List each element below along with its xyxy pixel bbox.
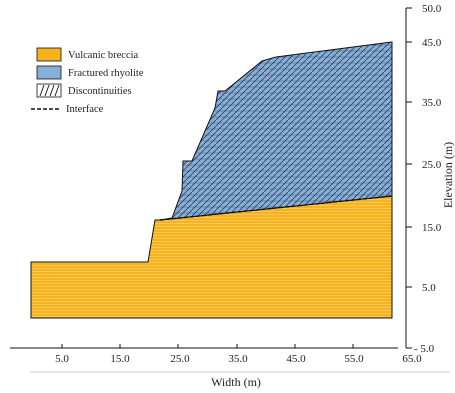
y-tick-label: 25.0 — [422, 159, 442, 171]
x-tick-label: 55.0 — [344, 353, 364, 365]
x-axis-ticks — [61, 344, 354, 348]
x-axis-title: Width (m) — [211, 375, 261, 389]
y-tick-label: 15.0 — [422, 222, 442, 234]
legend-swatch-rhyolite — [36, 65, 62, 80]
y-tick-label: - 5.0 — [414, 343, 435, 355]
legend-swatch-breccia — [36, 47, 62, 62]
y-tick-label: 35.0 — [422, 97, 442, 109]
breccia-unit — [30, 195, 393, 319]
legend-label-discontinuities: Discontinuities — [68, 86, 132, 97]
y-tick-label: 5.0 — [422, 282, 436, 294]
discontinuities-hatch-icon — [39, 84, 60, 97]
legend-label-interface: Interface — [66, 104, 104, 115]
y-tick-label: 45.0 — [422, 37, 442, 49]
x-tick-label: 15.0 — [110, 353, 130, 365]
x-tick-label: 45.0 — [286, 353, 306, 365]
x-tick-label: 25.0 — [170, 353, 190, 365]
legend-label-breccia: Vulcanic breccia — [68, 50, 139, 61]
x-tick-label: 65.0 — [402, 353, 422, 365]
x-tick-label: 35.0 — [228, 353, 248, 365]
x-tick-label: 5.0 — [55, 353, 69, 365]
interface-line — [159, 195, 393, 221]
rhyolite-unit — [159, 41, 393, 221]
y-axis-ticks — [406, 7, 412, 349]
legend: Vulcanic breccia Fractured rhyolite Disc… — [31, 47, 144, 115]
y-tick-label: 50.0 — [422, 3, 442, 15]
legend-label-rhyolite: Fractured rhyolite — [68, 68, 144, 79]
y-axis-title: Elevation (m) — [441, 142, 455, 208]
